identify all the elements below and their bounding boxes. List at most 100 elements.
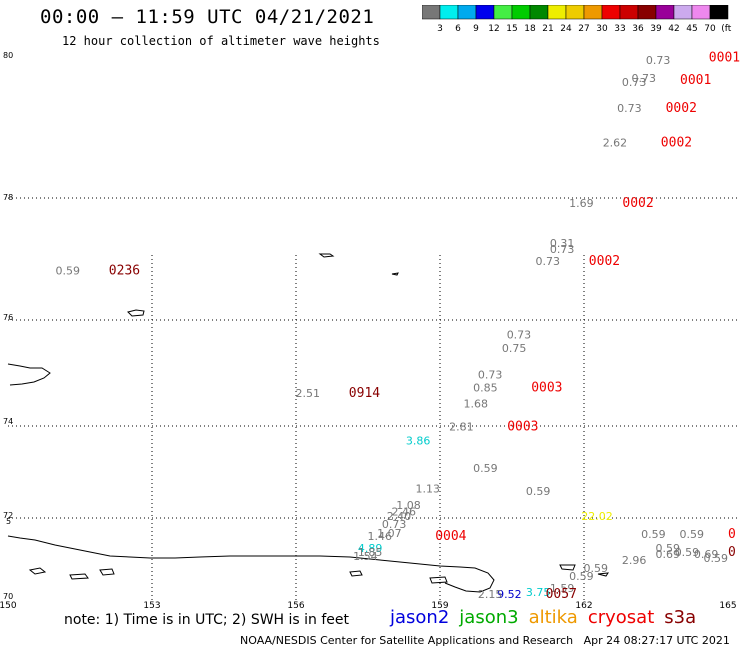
lagoon-2: [69, 573, 89, 580]
island-a: [127, 309, 145, 317]
wave-height-value: 1.46: [368, 530, 393, 543]
longitude-label: 159: [431, 601, 448, 610]
wave-height-values: 0.730.730.730.732.621.690.310.730.730.59…: [56, 54, 729, 601]
scale-label: 42: [668, 24, 679, 34]
wave-height-value: 2.15: [478, 588, 503, 601]
coastline: [7, 253, 610, 593]
observation-time: 0002: [661, 135, 692, 150]
scale-label: 33: [614, 24, 625, 34]
axis-labels: 150 153 156 159 162 165 80 78 76 74 72 70 5: [0, 51, 737, 610]
wave-height-value: 0.59: [641, 528, 666, 541]
scale-label: 70: [704, 24, 716, 34]
wave-height-value: 0.31: [550, 237, 575, 250]
coastline-left-landmass: [7, 363, 51, 386]
footer-source: NOAA/NESDIS Center for Satellite Applica…: [240, 634, 574, 647]
observation-time: 0057: [546, 587, 577, 602]
observation-time: 0002: [666, 101, 697, 116]
wave-height-value: 0.85: [473, 382, 498, 395]
lagoon-4: [349, 570, 363, 577]
page-title: 00:00 – 11:59 UTC 04/21/2021: [40, 6, 375, 28]
wave-height-value: 2.96: [622, 554, 647, 567]
wave-height-value: 1.69: [569, 197, 594, 210]
coastline-mainland: [7, 535, 495, 593]
latitude-label: 76: [3, 313, 13, 322]
scale-label: (ft): [721, 24, 732, 34]
wave-height-value: 0.59: [675, 546, 700, 559]
wave-height-value: 0.59: [473, 462, 498, 475]
scale-label: 6: [455, 24, 461, 34]
scale-label: 27: [578, 24, 589, 34]
observation-time: 0001: [709, 50, 740, 65]
wave-height-value: 0.73: [536, 255, 561, 268]
note-text: note: 1) Time is in UTC; 2) SWH is in fe…: [64, 612, 350, 628]
observation-times: 0001 0001 0002 0002 0002 0002 0236 0914 0003 0003…: [109, 50, 740, 602]
wave-height-value: 0.73: [507, 329, 532, 342]
observation-time: 0003: [531, 381, 562, 396]
observation-time: 0004: [435, 529, 466, 544]
satellite-legend: jason2 jason3 altika cryosat s3a: [390, 607, 706, 628]
wave-height-value: 3.86: [406, 434, 431, 447]
scale-label: 24: [560, 24, 572, 34]
wave-height-value: 22.02: [581, 510, 613, 523]
page-subtitle: 12 hour collection of altimeter wave hei…: [62, 34, 380, 48]
observation-time: 0002: [589, 254, 620, 269]
legend-jason2: jason2: [390, 607, 450, 628]
island-c: [391, 272, 399, 276]
scale-label: 36: [632, 24, 644, 34]
wave-height-value: 9.52: [497, 588, 522, 601]
longitude-label: 153: [143, 601, 160, 610]
wave-height-value: 0.59: [56, 264, 81, 277]
lagoon-3: [99, 568, 115, 576]
scale-label: 12: [488, 24, 499, 34]
wave-height-value: 1.59: [550, 582, 575, 595]
longitude-label: 156: [287, 601, 304, 610]
wave-height-value: 0.73: [550, 243, 575, 256]
wave-height-value: 1.68: [464, 397, 489, 410]
wave-height-value: 0.59: [704, 552, 729, 565]
observation-time: 0: [728, 527, 736, 542]
footer: NOAA/NESDIS Center for Satellite Applica…: [240, 634, 730, 647]
wave-height-value: 0.73: [622, 76, 647, 89]
observation-time: 0002: [622, 196, 653, 211]
wave-height-value: 1.13: [416, 483, 441, 496]
scale-label: 21: [542, 24, 553, 34]
wave-height-value: 0.69: [656, 548, 681, 561]
scale-label: 3: [437, 24, 443, 34]
latitude-label: 74: [3, 417, 13, 426]
longitude-label: 150: [0, 601, 17, 610]
wave-height-value: 0.59: [584, 562, 609, 575]
island-b: [318, 253, 335, 258]
wave-height-value: 0.59: [656, 542, 681, 555]
legend-s3a: s3a: [664, 607, 697, 628]
longitude-label: 165: [719, 601, 736, 610]
wave-height-value: 0.73: [617, 102, 642, 115]
legend-cryosat: cryosat: [587, 607, 655, 628]
observation-time: 0914: [349, 386, 380, 401]
scale-label: 15: [506, 24, 517, 34]
wave-height-value: 2.62: [603, 136, 628, 149]
wave-height-value: 0.73: [646, 54, 671, 67]
scale-label: 18: [524, 24, 536, 34]
wave-height-value: 1.08: [396, 499, 421, 512]
scale-label: 39: [650, 24, 662, 34]
wave-height-value: 0.59: [569, 570, 594, 583]
lagoon-5: [429, 576, 448, 584]
wave-height-value: 0.59: [680, 528, 705, 541]
observation-time: 0001: [680, 73, 711, 88]
wave-height-value: 0.59: [526, 485, 551, 498]
scale-swatch: [709, 5, 729, 20]
scale-label: 9: [473, 24, 479, 34]
wave-height-value: 0.73: [478, 368, 503, 381]
scale-label: 30: [596, 24, 608, 34]
wave-height-value: 2.51: [296, 387, 321, 400]
legend-altika: altika: [528, 607, 578, 628]
latitude-label: 78: [3, 193, 13, 202]
observation-time: 0003: [507, 420, 538, 435]
wave-height-value: 1.85: [358, 546, 383, 559]
wave-height-value: 1.54: [353, 550, 378, 563]
wave-height-value: 0.73: [632, 72, 657, 85]
wave-height-value: 0.75: [502, 342, 527, 355]
wave-height-value: 0.69: [694, 548, 719, 561]
